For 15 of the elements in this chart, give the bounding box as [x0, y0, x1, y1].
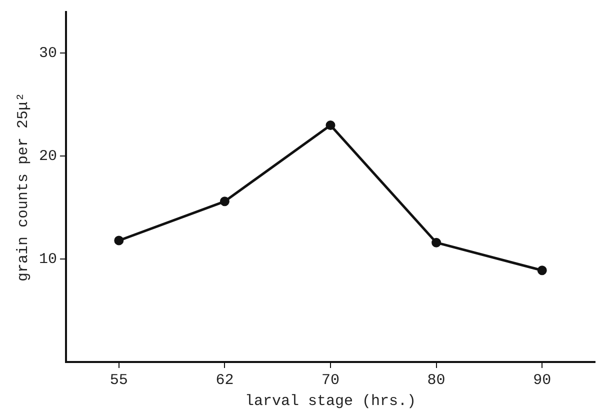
point	[326, 120, 336, 130]
y-tick-label: 20	[38, 148, 58, 166]
point	[114, 236, 124, 246]
y-tick-label: 30	[38, 45, 58, 62]
x-tick-label: 55	[110, 372, 128, 389]
x-tick-label: 62	[216, 372, 234, 389]
x-tick-label: 90	[533, 372, 552, 389]
y-axis-title: grain counts per 25μ²	[14, 92, 32, 282]
y-tick-label: 10	[38, 251, 58, 268]
point	[537, 266, 547, 276]
point	[220, 196, 230, 206]
x-tick-label: 80	[427, 372, 446, 389]
point	[432, 238, 442, 248]
x-tick-label: 70	[321, 372, 340, 389]
x-axis-title: larval stage (hrs.)	[244, 392, 416, 410]
